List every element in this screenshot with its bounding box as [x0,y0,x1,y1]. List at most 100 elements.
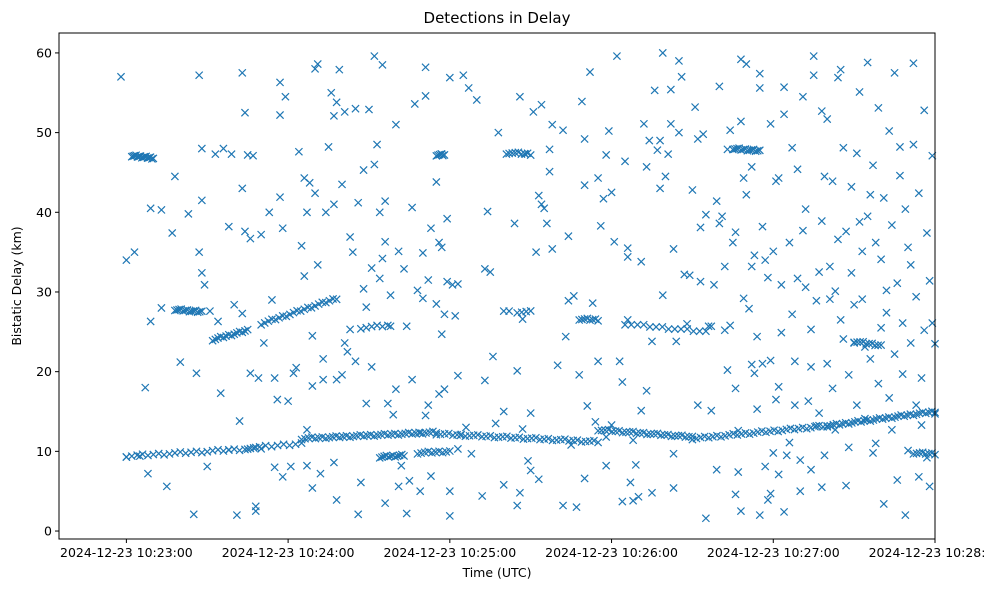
data-point-614 [602,150,611,159]
data-point-461 [319,354,328,363]
data-point-395 [184,209,193,218]
data-point-440 [281,92,290,101]
data-point-521 [416,487,425,496]
data-point-767 [831,287,840,296]
data-point-797 [871,238,880,247]
data-point-624 [618,497,627,506]
data-point-769 [833,73,842,82]
data-point-520 [416,428,425,438]
data-point-118 [601,426,610,435]
data-point-463 [321,208,330,217]
data-point-652 [669,244,678,253]
data-point-489 [362,303,371,312]
data-point-826 [909,59,918,68]
data-point-596 [564,232,573,241]
data-point-35 [297,439,306,448]
data-point-700 [747,360,756,369]
data-point-765 [828,177,837,186]
data-point-89 [486,431,495,440]
data-point-398 [195,71,204,80]
data-point-568 [505,307,514,316]
data-point-776 [842,481,851,490]
data-point-438 [278,224,287,233]
data-point-714 [763,273,772,282]
data-point-594 [559,126,568,135]
data-point-825 [909,140,918,149]
data-point-810 [887,425,896,434]
data-point-486 [359,284,368,293]
data-point-592 [553,361,562,370]
data-point-666 [696,277,705,286]
data-point-704 [750,369,759,378]
data-point-803 [879,499,888,508]
data-point-504 [386,291,395,300]
data-point-701 [747,262,756,271]
data-point-387 [146,317,155,326]
data-point-801 [877,255,886,264]
data-point-806 [882,286,891,295]
data-point-391 [162,482,171,491]
data-point-549 [453,371,462,380]
data-point-697 [742,60,751,69]
data-point-406 [211,150,220,159]
data-point-720 [769,448,778,457]
data-point-744 [801,283,810,292]
data-point-567 [502,150,511,159]
data-point-580 [529,107,538,116]
data-point-739 [793,274,802,283]
data-point-787 [858,295,867,304]
data-point-535 [437,150,446,159]
data-point-689 [731,384,740,393]
data-point-827 [912,292,921,301]
data-point-488 [362,399,371,408]
data-point-540 [443,214,452,223]
data-point-816 [895,142,904,151]
data-point-557 [480,264,489,273]
data-point-562 [491,419,500,428]
y-tick-label-0: 0 [44,524,52,539]
data-point-507 [391,120,400,129]
data-point-432 [270,374,279,383]
data-point-417 [238,68,247,77]
data-point-554 [467,449,476,458]
data-point-771 [836,65,845,74]
data-point-103 [544,434,553,443]
data-point-553 [464,83,473,93]
data-point-439 [278,472,287,481]
data-point-409 [219,144,228,153]
data-point-370 [874,341,883,350]
data-point-678 [715,219,724,228]
data-point-522 [418,294,427,303]
data-point-527 [424,275,433,285]
data-point-716 [766,119,775,128]
data-point-413 [230,300,239,309]
data-point-576 [521,150,530,159]
data-point-371 [877,341,886,350]
data-point-411 [224,445,233,454]
data-point-139 [674,431,683,440]
data-point-685 [726,126,735,135]
data-point-349 [627,320,636,329]
data-point-629 [626,478,635,487]
data-point-724 [774,470,783,479]
data-point-608 [588,299,597,308]
data-point-485 [356,478,365,487]
data-point-138 [670,431,679,441]
data-point-590 [548,120,557,129]
data-point-819 [901,205,910,214]
data-point-530 [426,472,435,481]
data-point-335 [445,447,454,456]
data-point-610 [594,174,603,183]
data-point-728 [780,110,789,119]
data-point-465 [327,88,336,97]
data-point-665 [693,401,702,410]
data-point-541 [443,277,452,286]
data-point-585 [537,100,546,109]
data-point-177 [823,421,832,430]
data-point-834 [920,326,929,335]
data-point-96 [515,433,524,442]
data-point-773 [839,143,848,152]
data-point-458 [313,260,322,269]
data-point-634 [637,257,646,266]
data-point-430 [265,208,274,217]
